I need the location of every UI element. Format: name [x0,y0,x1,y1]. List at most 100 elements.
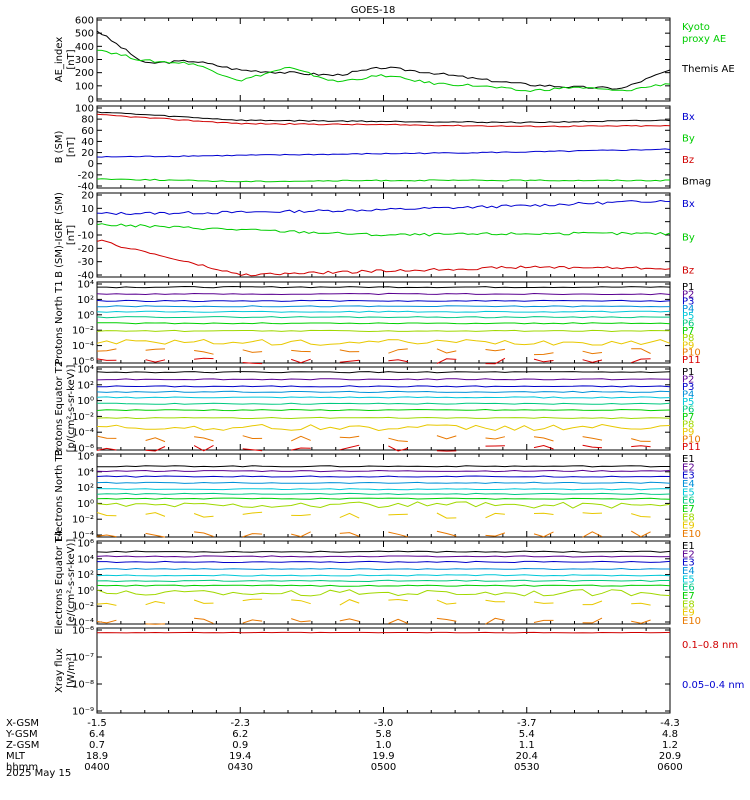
series-3-9 [533,352,554,356]
series-xray-long [96,631,671,634]
series-group-2 [96,199,671,277]
series-4-10 [291,447,311,451]
series-4-9 [339,435,360,439]
series-6-8 [631,602,651,606]
series-4-10 [242,448,263,452]
series-2-1 [96,223,671,237]
ytick-label-pe: 10² [77,380,94,391]
ytick-label-bigrf: 0 [88,217,94,228]
series-4-9 [145,437,166,443]
x-col-value-2-2: 1.0 [376,740,392,751]
ytick-label-pn: 10⁻⁶ [72,357,94,368]
legend-ae-2: Themis AE [681,64,735,75]
series-4-9 [242,435,263,440]
series-1-0 [96,148,671,158]
panel-bigrf: B (SM)-IGRF (SM) [nT] 20 10 0 -10 -20 -30 -40 Bx B… [54,191,695,282]
ytick-label-bigrf: -30 [78,257,94,268]
series-6-8 [485,599,505,603]
series-5-9 [533,531,554,538]
series-1-1 [96,178,670,183]
series-5-8 [388,513,408,516]
legend-pe-10: P11 [682,442,701,453]
series-6-2 [97,560,671,564]
ytick-label-en: 10² [77,483,94,494]
ytick-label-en: 10⁻⁴ [72,531,94,542]
series-4-10 [339,444,360,451]
ytick-label-ae: 100 [75,81,94,92]
series-5-8 [631,513,651,518]
ylabel-unit-ee: [e/(cm²-s-sr-keV)] [66,539,77,627]
ylabel-xray: Xray flux [54,648,65,693]
series-4-10 [582,444,603,449]
series-6-9 [291,618,311,623]
series-group-3 [96,285,671,365]
ytick-label-pe: 10⁰ [77,396,94,407]
series-3-9 [631,348,651,354]
ytick-label-b: -20 [78,170,94,181]
legend-en-2: E3 [682,471,695,482]
x-col-value-2-3: 19.9 [372,751,394,762]
legend-ee-3: E4 [682,566,695,577]
legend-ee-4: E5 [682,574,695,585]
series-4-10 [193,444,214,452]
series-5-9 [436,530,457,537]
series-5-1 [96,469,671,473]
ytick-label-ae: 0 [88,95,94,106]
ytick-label-pe: 10⁴ [77,365,94,376]
series-5-9 [145,532,166,538]
ytick-label-pe: 10⁻⁶ [72,444,94,455]
series-6-8 [96,602,117,606]
date-label: 2025 May 15 [6,768,71,779]
x-col-value-4-2: 1.2 [662,740,678,751]
ylabel-pe: Protons Equator T2 [54,361,65,457]
series-4-10 [388,445,408,452]
ytick-label-en: 10⁻² [72,515,94,526]
series-3-9 [436,348,457,354]
series-6-8 [193,599,214,604]
series-4-9 [96,435,117,439]
series-0-1 [96,49,671,93]
series-3-8 [96,338,671,346]
series-5-9 [194,531,214,537]
series-6-9 [339,618,360,622]
legend-b-1: By [682,134,695,145]
x-col-value-0-0: -1.5 [87,718,107,729]
series-5-9 [485,532,506,537]
ylabel-unit-xray: [W/m²] [66,653,77,688]
legend-pe-9: P10 [682,435,701,446]
ytick-label-en: 10⁰ [77,499,94,510]
series-4-10 [96,447,117,451]
series-4-1 [96,378,671,381]
series-5-8 [485,512,505,519]
series-4-9 [582,436,603,441]
series-3-10 [631,358,651,364]
series-4-10 [533,444,554,450]
x-col-value-0-1: 6.4 [89,729,105,740]
ytick-label-b: 100 [75,104,94,115]
x-row-label-4: hhmm [6,762,38,773]
series-3-10 [339,359,360,363]
panels-group: AE_index [nT]6005004003002001000Kyotoprox… [54,16,744,718]
legend-b-3: Bmag [682,177,711,188]
series-5-2 [96,475,671,478]
series-6-9 [388,618,408,624]
ytick-label-ae: 600 [75,16,94,27]
series-3-10 [194,357,214,360]
series-0-0 [96,30,671,90]
legend-xray-0: 0.1–0.8 nm [682,640,738,651]
series-3-6 [97,322,671,325]
legend-ee-2: E3 [682,558,695,569]
series-group-7 [96,631,671,634]
series-5-8 [193,513,214,518]
series-6-9 [194,617,214,624]
series-3-10 [533,358,554,363]
series-4-10 [631,445,651,448]
series-4-7 [96,416,671,420]
panel-ee: Electrons Equator T4 [e/(cm²-s-sr-keV)] 10… [54,530,701,634]
legend-pe-8: P9 [682,427,694,438]
legend-en-6: E7 [682,504,695,515]
series-5-9 [630,530,651,538]
series-3-9 [96,348,117,352]
series-4-9 [388,437,408,442]
